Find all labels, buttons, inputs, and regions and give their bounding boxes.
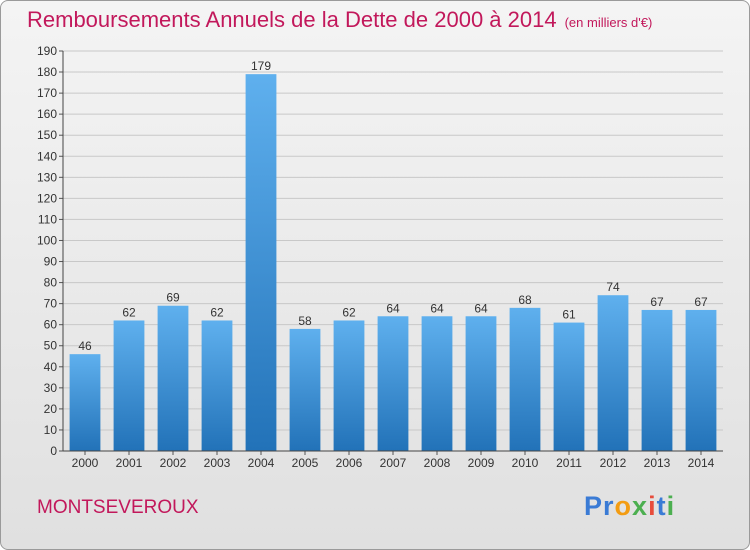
x-axis-ticks: 2000 2001 2002 2003 2004 2005 2006 2007 2008 2009…: [72, 451, 715, 470]
data-label-2004: 179: [251, 59, 271, 73]
bar-2013: [641, 309, 673, 451]
logo-letter: P: [584, 491, 604, 521]
data-label-2002: 69: [166, 291, 180, 305]
data-label-2003: 62: [210, 305, 224, 319]
y-tick-label: 60: [44, 318, 58, 332]
bar-2003: [201, 320, 233, 451]
bar-2005: [289, 328, 321, 451]
data-label-2001: 62: [122, 305, 136, 319]
x-tick-label: 2004: [248, 456, 275, 470]
bar-2001: [113, 320, 145, 451]
data-label-2010: 68: [518, 293, 532, 307]
x-tick-label: 2002: [160, 456, 187, 470]
x-tick-label: 2009: [468, 456, 495, 470]
y-tick-label: 100: [37, 233, 57, 247]
bar-2011: [553, 322, 585, 451]
x-tick-label: 2014: [688, 456, 715, 470]
data-label-2006: 62: [342, 305, 356, 319]
bar-2000: [69, 354, 101, 451]
chart-title: Remboursements Annuels de la Dette de 20…: [27, 7, 652, 33]
x-tick-label: 2013: [644, 456, 671, 470]
y-tick-label: 120: [37, 191, 57, 205]
bar-2006: [333, 320, 365, 451]
x-tick-label: 2008: [424, 456, 451, 470]
bar-2009: [465, 316, 497, 451]
logo-letter: i: [666, 491, 676, 521]
bars: [69, 74, 717, 451]
y-tick-label: 0: [50, 444, 57, 458]
y-tick-label: 10: [44, 423, 58, 437]
y-tick-label: 30: [44, 381, 58, 395]
y-tick-label: 180: [37, 65, 57, 79]
proxiti-logo: Proxiti: [584, 491, 675, 522]
bar-2014: [685, 309, 717, 451]
bar-2002: [157, 305, 189, 451]
bar-2004: [245, 74, 277, 451]
bar-2012: [597, 295, 629, 451]
x-tick-label: 2000: [72, 456, 99, 470]
y-tick-label: 50: [44, 339, 58, 353]
y-tick-label: 90: [44, 255, 58, 269]
x-tick-label: 2001: [116, 456, 143, 470]
logo-letter: x: [632, 491, 649, 521]
y-tick-label: 130: [37, 170, 57, 184]
x-tick-label: 2012: [600, 456, 627, 470]
x-tick-label: 2011: [556, 456, 582, 470]
y-tick-label: 110: [38, 212, 57, 226]
data-label-2014: 67: [694, 295, 708, 309]
bar-2007: [377, 316, 409, 451]
data-label-2007: 64: [386, 301, 400, 315]
y-tick-label: 170: [37, 86, 57, 100]
data-label-2011: 61: [562, 308, 576, 322]
logo-letter: r: [603, 491, 615, 521]
y-tick-label: 140: [37, 149, 57, 163]
y-tick-label: 70: [44, 297, 58, 311]
data-label-2008: 64: [430, 301, 444, 315]
logo-letter: o: [614, 491, 633, 521]
y-tick-label: 40: [44, 360, 58, 374]
logo-letter: t: [656, 491, 667, 521]
y-tick-label: 160: [37, 107, 57, 121]
logo-letter: i: [648, 491, 657, 521]
data-label-2000: 46: [78, 339, 92, 353]
y-tick-label: 150: [37, 128, 57, 142]
x-tick-label: 2005: [292, 456, 319, 470]
x-tick-label: 2007: [380, 456, 407, 470]
data-label-2012: 74: [606, 280, 620, 294]
data-label-2009: 64: [474, 301, 488, 315]
y-axis-ticks: 0 10 20 30 40 50 60 70 80 90 100 110 120 130 140 150 160…: [37, 44, 63, 458]
y-tick-label: 20: [44, 402, 58, 416]
x-tick-label: 2010: [512, 456, 539, 470]
y-tick-label: 190: [37, 44, 57, 58]
data-labels: 46 62 69 62 179 58 62 64 64 64 68 61 74 67 67: [78, 59, 708, 353]
data-label-2005: 58: [298, 314, 312, 328]
bar-2010: [509, 307, 541, 451]
title-text: Remboursements Annuels de la Dette de 20…: [27, 7, 557, 32]
city-name: MONTSEVEROUX: [37, 497, 199, 518]
unit-label: (en milliers d'€): [564, 15, 653, 30]
x-tick-label: 2006: [336, 456, 363, 470]
bar-2008: [421, 316, 453, 451]
x-tick-label: 2003: [204, 456, 231, 470]
y-tick-label: 80: [44, 276, 58, 290]
data-label-2013: 67: [650, 295, 664, 309]
